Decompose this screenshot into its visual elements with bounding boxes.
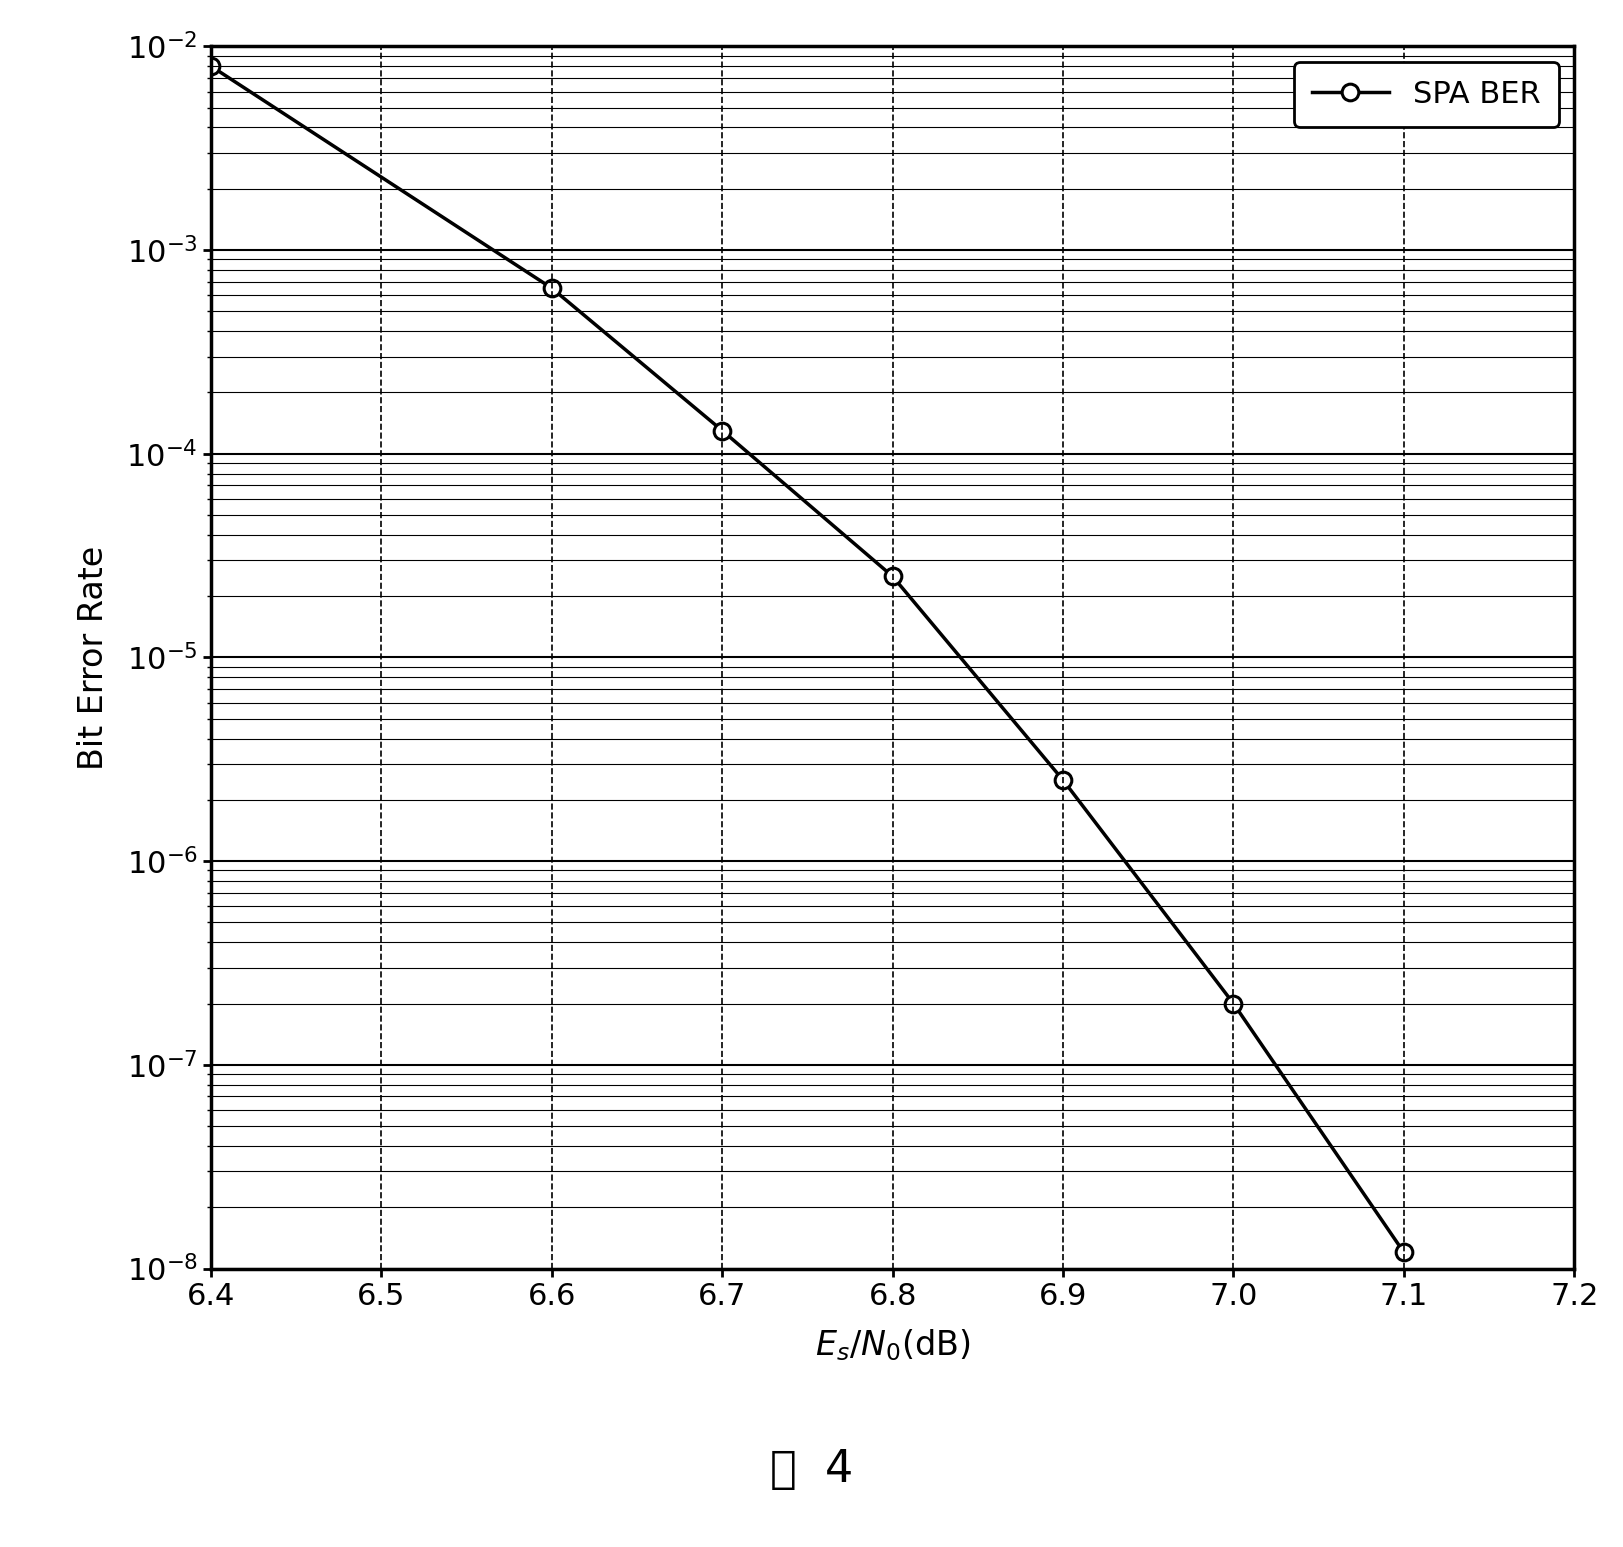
Y-axis label: Bit Error Rate: Bit Error Rate bbox=[76, 546, 110, 769]
X-axis label: $E_s/N_0$(dB): $E_s/N_0$(dB) bbox=[815, 1327, 971, 1363]
SPA BER bbox=[1224, 995, 1243, 1013]
SPA BER bbox=[1394, 1244, 1414, 1262]
Text: 图  4: 图 4 bbox=[769, 1448, 854, 1491]
SPA BER bbox=[883, 568, 902, 586]
SPA BER bbox=[542, 278, 562, 297]
Legend: SPA BER: SPA BER bbox=[1294, 62, 1560, 127]
SPA BER bbox=[1053, 770, 1073, 789]
SPA BER bbox=[712, 421, 732, 439]
Line: SPA BER: SPA BER bbox=[203, 57, 1412, 1261]
SPA BER bbox=[201, 57, 221, 76]
